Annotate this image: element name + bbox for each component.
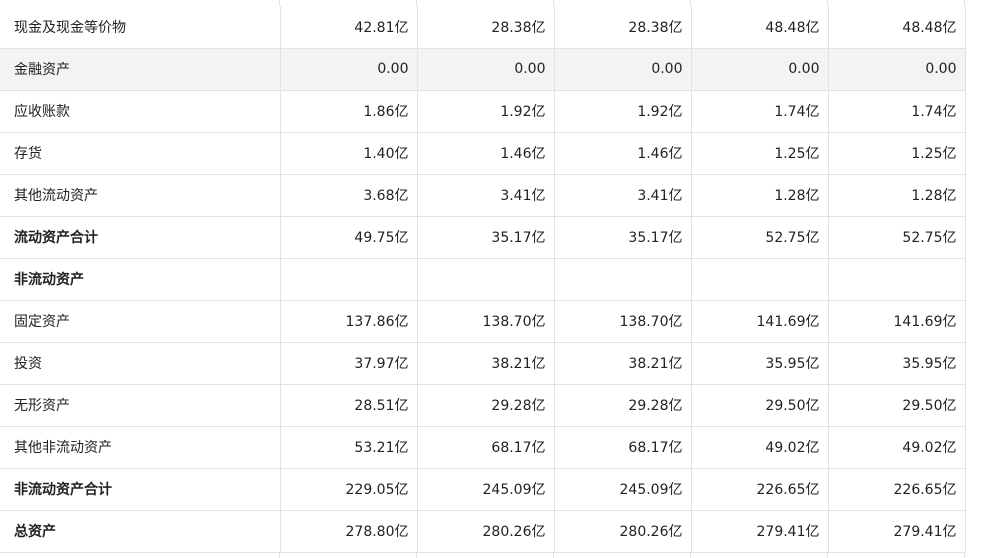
table-body: 现金及现金等价物 42.81亿 28.38亿 28.38亿 48.48亿 48.48亿 金融… <box>0 6 966 553</box>
row-value: 3.41亿 <box>416 173 555 217</box>
row-value: 0.00 <box>690 47 829 91</box>
table-row: 其他非流动资产 53.21亿 68.17亿 68.17亿 49.02亿 49.02亿 <box>0 425 966 469</box>
row-value: 52.75亿 <box>690 215 829 259</box>
row-value: 138.70亿 <box>553 299 692 343</box>
row-value: 278.80亿 <box>279 509 418 553</box>
row-value: 35.17亿 <box>553 215 692 259</box>
row-label: 非流动资产 <box>0 257 281 301</box>
row-value: 279.41亿 <box>690 509 829 553</box>
table-row: 非流动资产 <box>0 257 966 301</box>
row-value: 0.00 <box>279 47 418 91</box>
table-row: 应收账款 1.86亿 1.92亿 1.92亿 1.74亿 1.74亿 <box>0 89 966 133</box>
row-value: 1.25亿 <box>690 131 829 175</box>
row-value: 52.75亿 <box>827 215 966 259</box>
row-value: 48.48亿 <box>690 6 829 49</box>
row-value: 3.41亿 <box>553 173 692 217</box>
row-value: 1.46亿 <box>553 131 692 175</box>
row-value: 38.21亿 <box>416 341 555 385</box>
row-value: 1.92亿 <box>553 89 692 133</box>
row-value: 29.28亿 <box>553 383 692 427</box>
row-value: 35.17亿 <box>416 215 555 259</box>
table-row: 无形资产 28.51亿 29.28亿 29.28亿 29.50亿 29.50亿 <box>0 383 966 427</box>
row-value: 1.74亿 <box>690 89 829 133</box>
table-row: 现金及现金等价物 42.81亿 28.38亿 28.38亿 48.48亿 48.48亿 <box>0 6 966 49</box>
row-value: 141.69亿 <box>827 299 966 343</box>
row-value <box>553 257 692 301</box>
row-value: 49.02亿 <box>827 425 966 469</box>
row-value: 226.65亿 <box>827 467 966 511</box>
row-value: 68.17亿 <box>553 425 692 469</box>
row-label: 固定资产 <box>0 299 281 343</box>
row-value: 279.41亿 <box>827 509 966 553</box>
row-value: 29.28亿 <box>416 383 555 427</box>
table-row: 非流动资产合计 229.05亿 245.09亿 245.09亿 226.65亿 226.6… <box>0 467 966 511</box>
table-row: 存货 1.40亿 1.46亿 1.46亿 1.25亿 1.25亿 <box>0 131 966 175</box>
row-value: 68.17亿 <box>416 425 555 469</box>
row-value: 229.05亿 <box>279 467 418 511</box>
row-value: 1.25亿 <box>827 131 966 175</box>
row-value: 1.74亿 <box>827 89 966 133</box>
row-value: 138.70亿 <box>416 299 555 343</box>
table-top-stub <box>0 0 965 6</box>
row-value <box>690 257 829 301</box>
row-value: 0.00 <box>827 47 966 91</box>
table-row: 固定资产 137.86亿 138.70亿 138.70亿 141.69亿 141.69亿 <box>0 299 966 343</box>
row-label: 流动资产合计 <box>0 215 281 259</box>
row-value <box>416 257 555 301</box>
row-label: 金融资产 <box>0 47 281 91</box>
row-value: 29.50亿 <box>827 383 966 427</box>
balance-sheet-table-wrap: 现金及现金等价物 42.81亿 28.38亿 28.38亿 48.48亿 48.48亿 金融… <box>0 6 966 553</box>
row-label: 非流动资产合计 <box>0 467 281 511</box>
row-label: 应收账款 <box>0 89 281 133</box>
row-value: 28.38亿 <box>553 6 692 49</box>
row-value: 1.46亿 <box>416 131 555 175</box>
row-value: 1.28亿 <box>827 173 966 217</box>
row-value: 1.92亿 <box>416 89 555 133</box>
table-row: 流动资产合计 49.75亿 35.17亿 35.17亿 52.75亿 52.75亿 <box>0 215 966 259</box>
row-value: 29.50亿 <box>690 383 829 427</box>
row-value: 245.09亿 <box>416 467 555 511</box>
row-value: 37.97亿 <box>279 341 418 385</box>
row-value <box>827 257 966 301</box>
row-value: 42.81亿 <box>279 6 418 49</box>
row-value <box>279 257 418 301</box>
row-value: 141.69亿 <box>690 299 829 343</box>
table-row: 其他流动资产 3.68亿 3.41亿 3.41亿 1.28亿 1.28亿 <box>0 173 966 217</box>
row-value: 3.68亿 <box>279 173 418 217</box>
row-value: 35.95亿 <box>690 341 829 385</box>
table-row: 投资 37.97亿 38.21亿 38.21亿 35.95亿 35.95亿 <box>0 341 966 385</box>
row-value: 280.26亿 <box>416 509 555 553</box>
row-value: 1.28亿 <box>690 173 829 217</box>
row-value: 53.21亿 <box>279 425 418 469</box>
table-row: 总资产 278.80亿 280.26亿 280.26亿 279.41亿 279.41亿 <box>0 509 966 553</box>
row-value: 38.21亿 <box>553 341 692 385</box>
row-value: 1.40亿 <box>279 131 418 175</box>
row-value: 0.00 <box>553 47 692 91</box>
row-value: 28.38亿 <box>416 6 555 49</box>
row-label: 其他流动资产 <box>0 173 281 217</box>
row-value: 245.09亿 <box>553 467 692 511</box>
row-label: 其他非流动资产 <box>0 425 281 469</box>
row-value: 35.95亿 <box>827 341 966 385</box>
row-value: 49.02亿 <box>690 425 829 469</box>
row-label: 总资产 <box>0 509 281 553</box>
table-row: 金融资产 0.00 0.00 0.00 0.00 0.00 <box>0 47 966 91</box>
row-value: 137.86亿 <box>279 299 418 343</box>
row-value: 226.65亿 <box>690 467 829 511</box>
table-bottom-stub <box>0 553 965 558</box>
row-value: 280.26亿 <box>553 509 692 553</box>
row-value: 49.75亿 <box>279 215 418 259</box>
row-label: 无形资产 <box>0 383 281 427</box>
row-label: 存货 <box>0 131 281 175</box>
row-value: 0.00 <box>416 47 555 91</box>
row-label: 投资 <box>0 341 281 385</box>
row-value: 1.86亿 <box>279 89 418 133</box>
row-label: 现金及现金等价物 <box>0 6 281 49</box>
balance-sheet-table: 现金及现金等价物 42.81亿 28.38亿 28.38亿 48.48亿 48.48亿 金融… <box>0 6 966 553</box>
row-value: 28.51亿 <box>279 383 418 427</box>
row-value: 48.48亿 <box>827 6 966 49</box>
